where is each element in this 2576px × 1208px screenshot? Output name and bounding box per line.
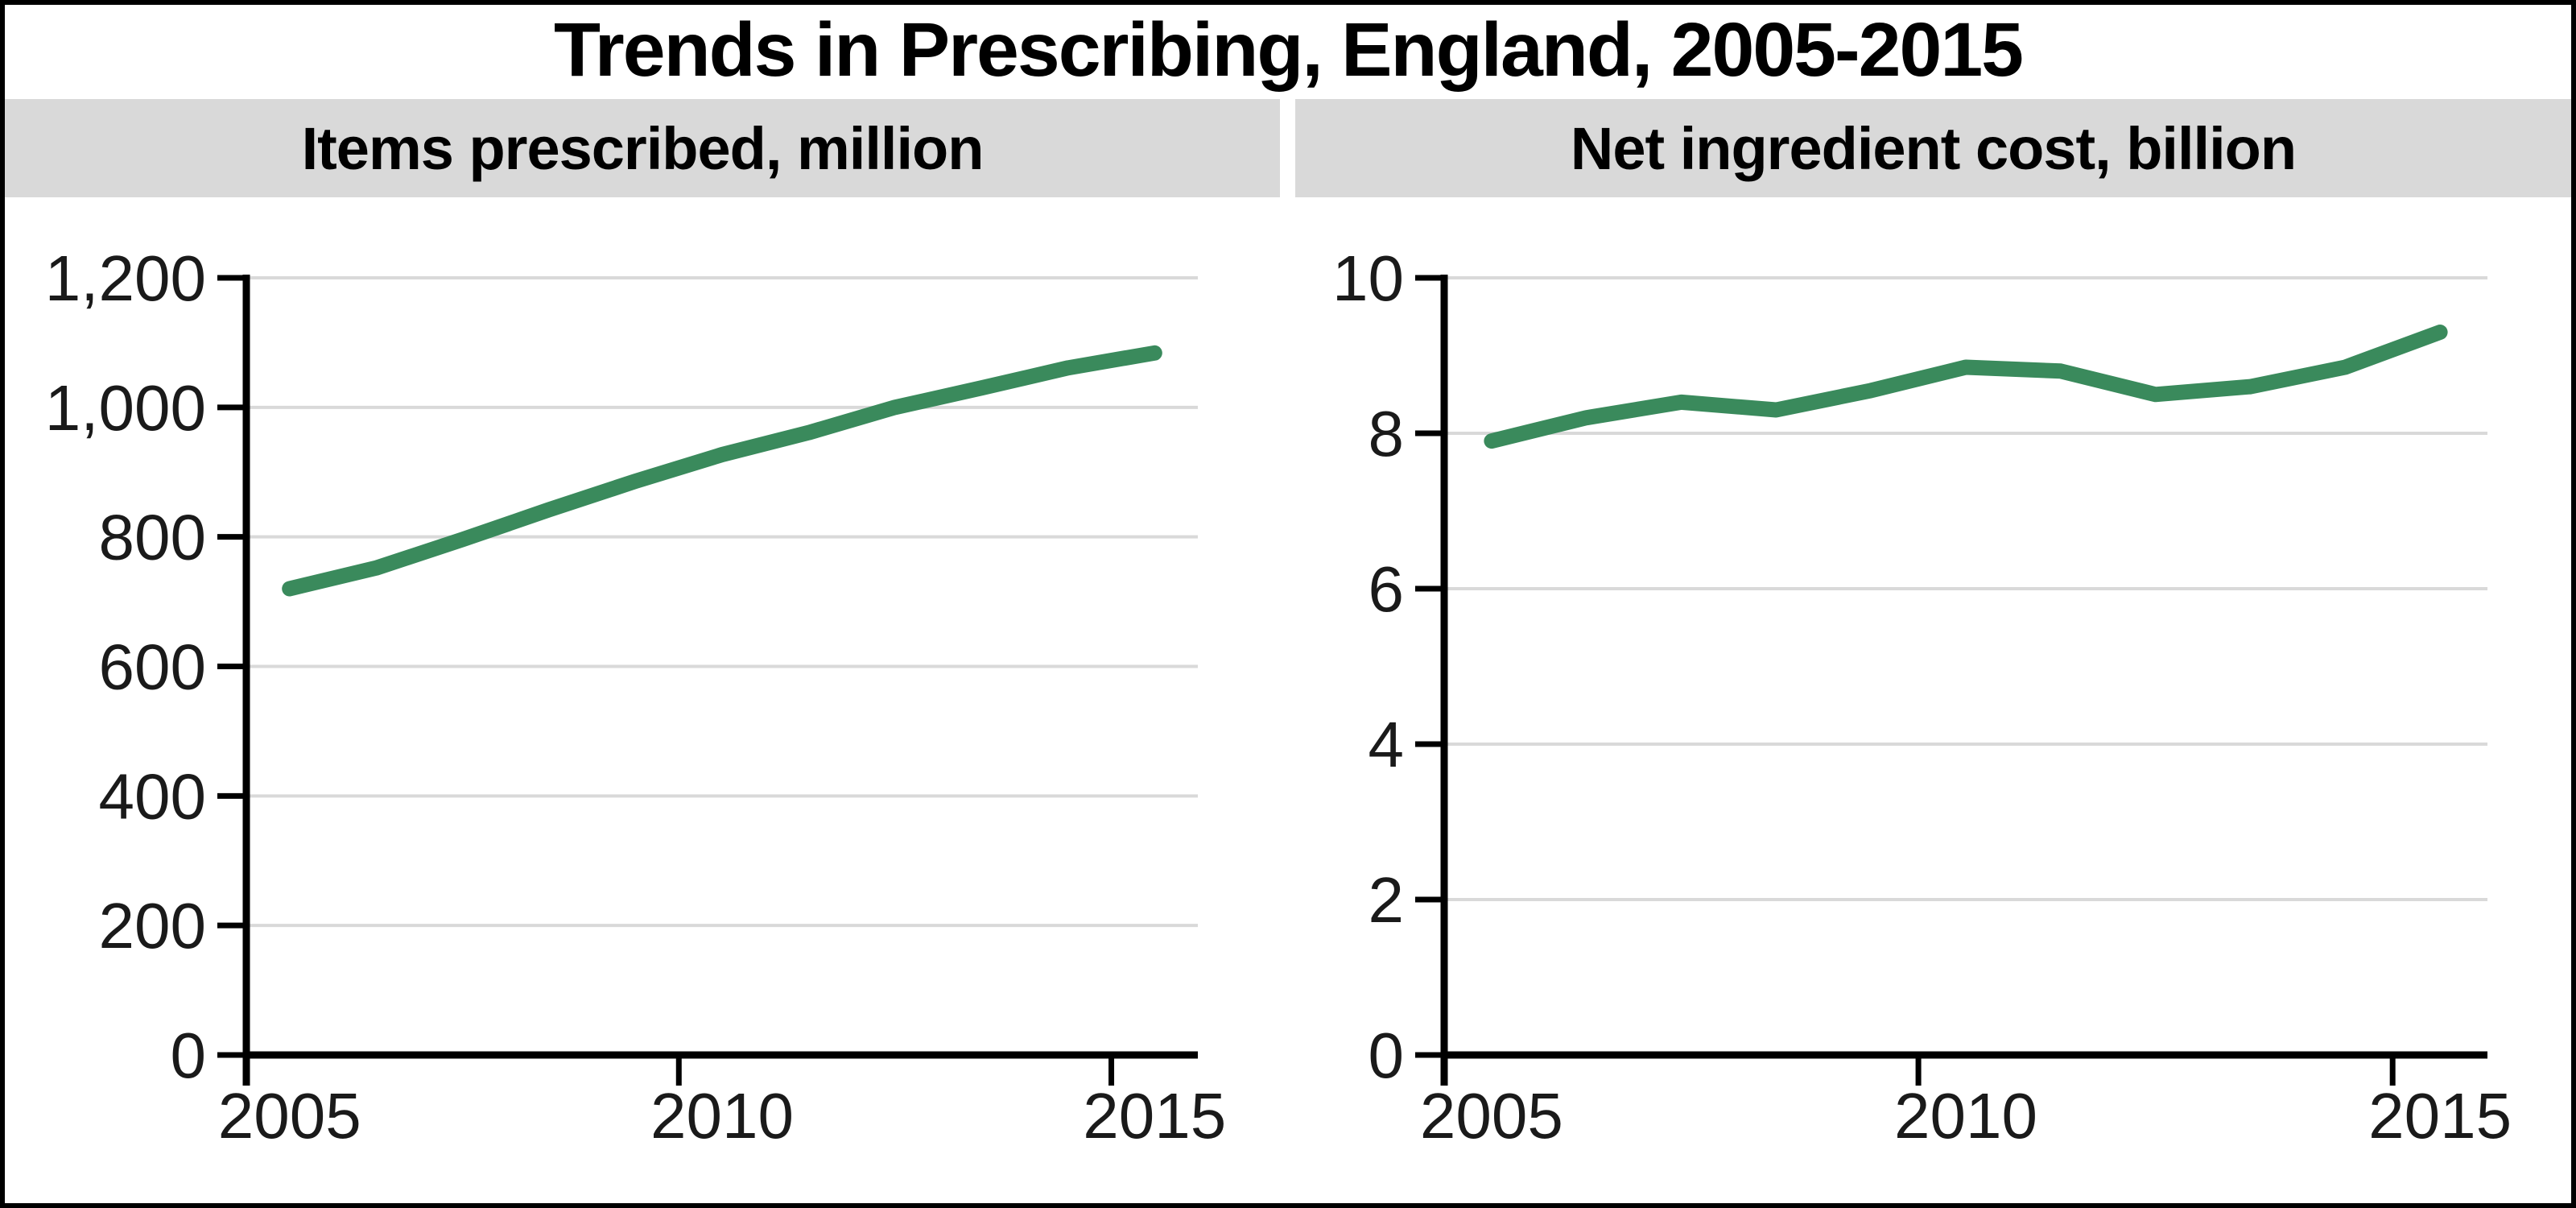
y-tick-label: 0	[1368, 1020, 1405, 1091]
y-tick-label: 400	[99, 760, 206, 832]
x-tick-label: 2005	[1420, 1080, 1563, 1152]
x-tick-label: 2015	[2368, 1080, 2512, 1152]
page-title: Trends in Prescribing, England, 2005-201…	[554, 7, 2024, 93]
panel-header-cost-label: Net ingredient cost, billion	[1570, 114, 2297, 182]
trend-line	[282, 345, 1162, 597]
y-tick-label: 1,200	[45, 242, 206, 314]
y-tick-label: 200	[99, 890, 206, 962]
panel-header-items-label: Items prescribed, million	[301, 114, 985, 182]
panel-header-items-prescribed: Items prescribed, million	[5, 99, 1280, 197]
y-tick-label: 1,000	[45, 372, 206, 444]
y-tick-label: 4	[1368, 709, 1405, 780]
panel-header-net-ingredient-cost: Net ingredient cost, billion	[1295, 99, 2571, 197]
x-tick-label: 2005	[218, 1080, 361, 1152]
y-tick-label: 800	[99, 502, 206, 573]
x-tick-label: 2010	[650, 1080, 794, 1152]
y-tick-label: 10	[1332, 242, 1404, 314]
y-tick-label: 600	[99, 631, 206, 703]
y-tick-label: 8	[1368, 398, 1405, 470]
x-tick-label: 2015	[1083, 1080, 1226, 1152]
x-tick-label: 2010	[1894, 1080, 2037, 1152]
y-tick-label: 2	[1368, 864, 1405, 936]
y-tick-label: 6	[1368, 553, 1405, 625]
y-tick-label: 0	[171, 1020, 207, 1091]
trend-line	[1484, 325, 2448, 449]
